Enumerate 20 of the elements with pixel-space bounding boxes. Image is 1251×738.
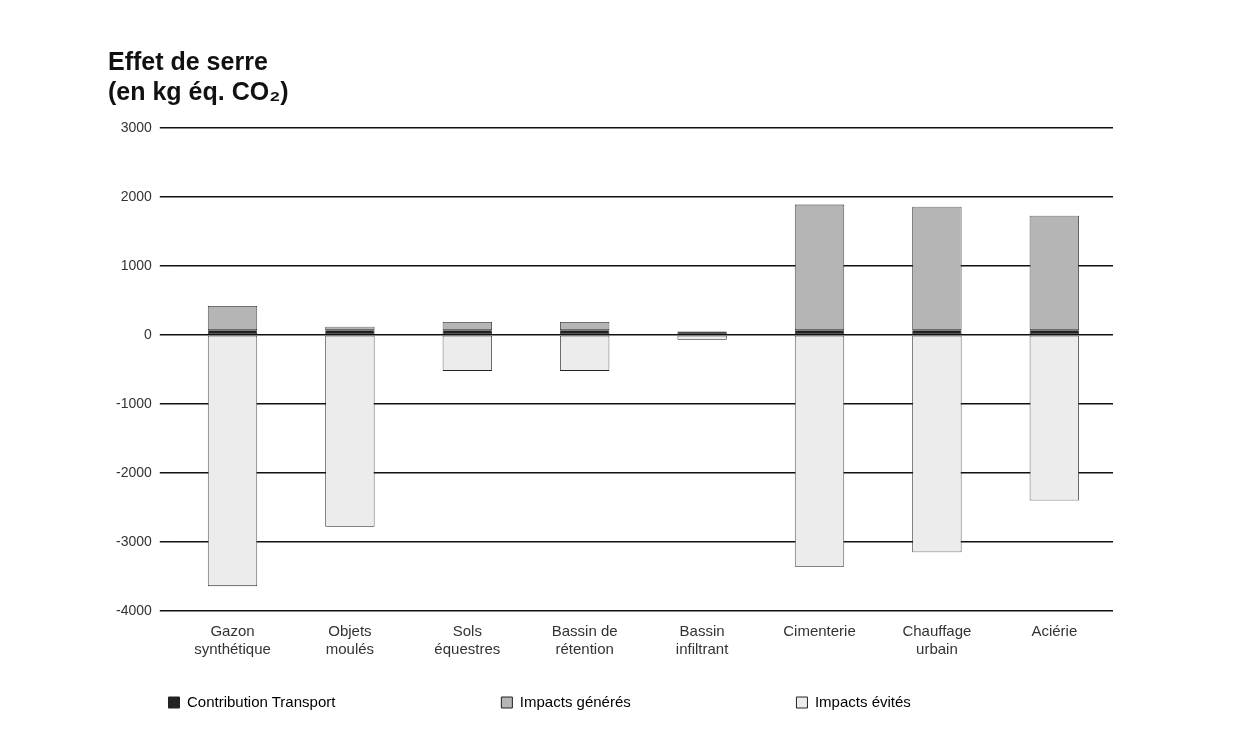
y-tick-label: -3000 (115, 532, 153, 549)
y-tick-label: 0 (144, 325, 153, 342)
legend-label: Impacts évités (814, 692, 1053, 710)
chart-title: Effet de serre (en kg éq. CO₂) (108, 46, 289, 105)
y-tick-label: -2000 (115, 463, 153, 480)
x-tick-label: Bassin infiltrant (675, 622, 730, 658)
x-tick-label: Gazon synthétique (194, 622, 271, 658)
x-tick-label: Chauffage urbain (902, 622, 972, 658)
x-tick-label: Cimenterie (783, 622, 856, 640)
y-tick-label: -1000 (115, 394, 153, 411)
x-tick-label: Aciérie (1031, 622, 1078, 640)
y-tick-label: 2000 (120, 187, 153, 204)
y-tick-label: -4000 (115, 601, 153, 618)
x-tick-label: Objets moulés (325, 622, 375, 658)
x-tick-label: Sols équestres (434, 622, 501, 658)
legend-label: Impacts générés (519, 692, 773, 710)
legend-label: Contribution Transport (186, 692, 478, 710)
y-tick-label: 3000 (120, 118, 153, 135)
x-tick-label: Bassin de rétention (551, 622, 618, 658)
y-tick-label: 1000 (120, 256, 153, 273)
